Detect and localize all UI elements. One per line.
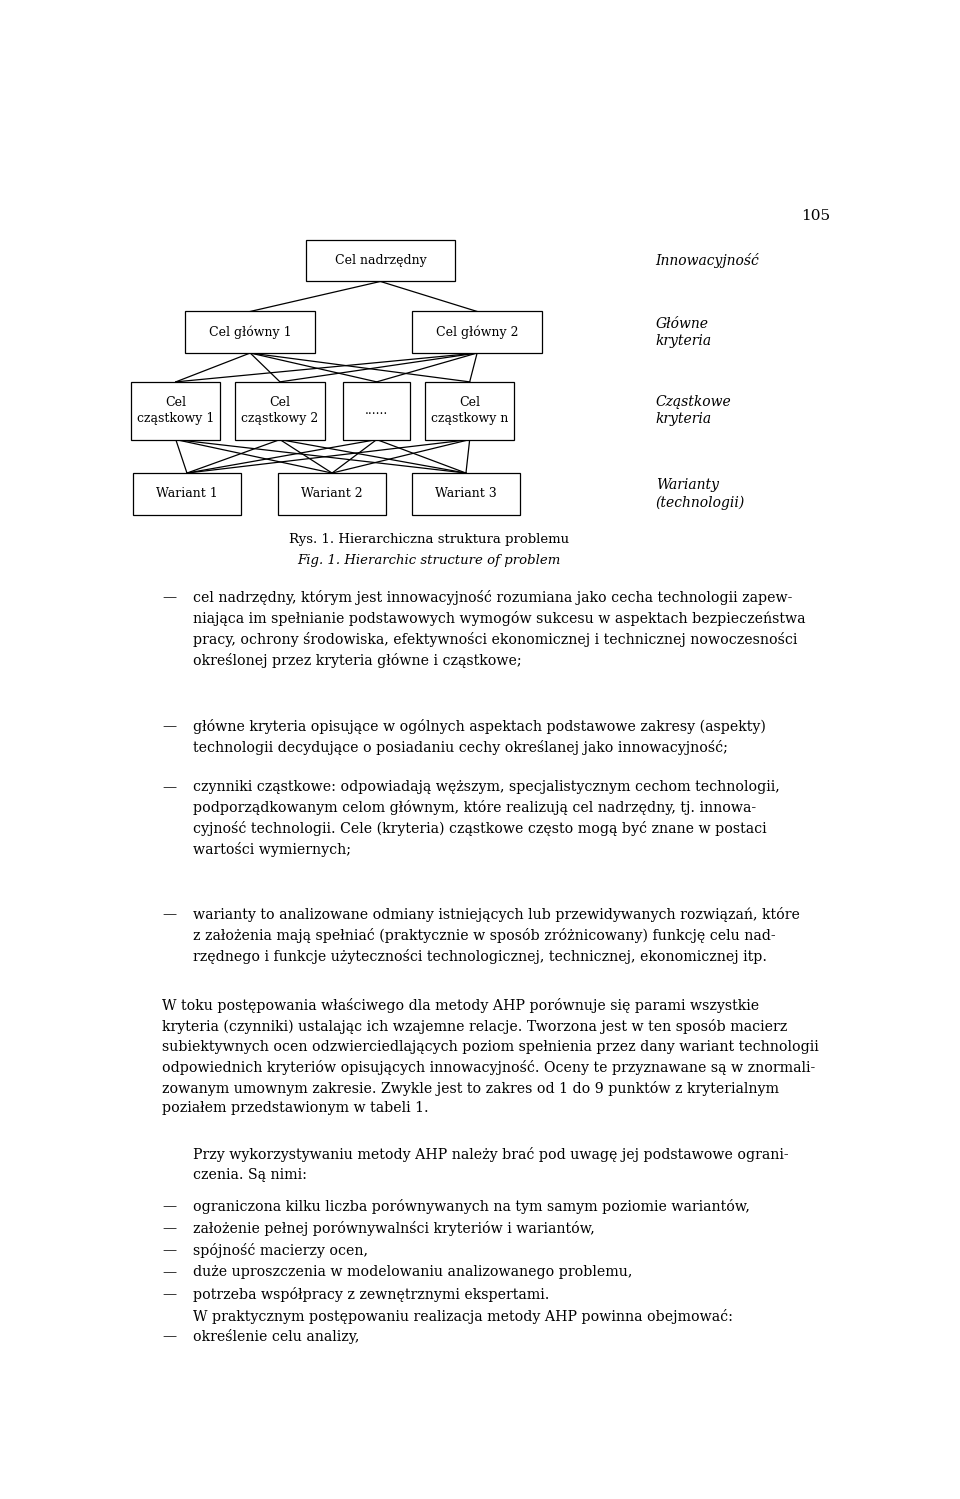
FancyBboxPatch shape — [185, 312, 315, 354]
Text: główne kryteria opisujące w ogólnych aspektach podstawowe zakresy (aspekty)
tech: główne kryteria opisujące w ogólnych asp… — [193, 720, 766, 755]
Text: Rys. 1. Hierarchiczna struktura problemu: Rys. 1. Hierarchiczna struktura problemu — [289, 534, 569, 546]
Text: Wariant 1: Wariant 1 — [156, 487, 218, 501]
Text: cel nadrzędny, którym jest innowacyjność rozumiana jako cecha technologii zapew-: cel nadrzędny, którym jest innowacyjność… — [193, 589, 805, 667]
FancyBboxPatch shape — [306, 240, 455, 282]
Text: 105: 105 — [802, 208, 830, 223]
Text: Przy wykorzystywaniu metody AHP należy brać pod uwagę jej podstawowe ograni-
cze: Przy wykorzystywaniu metody AHP należy b… — [193, 1147, 788, 1181]
Text: Wariant 3: Wariant 3 — [435, 487, 497, 501]
Text: —: — — [162, 1243, 177, 1258]
Text: warianty to analizowane odmiany istniejących lub przewidywanych rozwiązań, które: warianty to analizowane odmiany istnieją… — [193, 907, 800, 964]
Text: Wariant 2: Wariant 2 — [301, 487, 363, 501]
Text: Innowacyjność: Innowacyjność — [656, 253, 759, 268]
FancyBboxPatch shape — [412, 474, 520, 514]
FancyBboxPatch shape — [235, 382, 324, 439]
Text: Cel
cząstkowy 1: Cel cząstkowy 1 — [137, 396, 214, 426]
Text: W praktycznym postępowaniu realizacja metody AHP powinna obejmować:: W praktycznym postępowaniu realizacja me… — [193, 1309, 732, 1324]
Text: ograniczona kilku liczba porównywanych na tym samym poziomie wariantów,: ograniczona kilku liczba porównywanych n… — [193, 1199, 750, 1214]
Text: czynniki cząstkowe: odpowiadają węższym, specjalistycznym cechom technologii,
po: czynniki cząstkowe: odpowiadają węższym,… — [193, 779, 780, 857]
Text: Cel główny 2: Cel główny 2 — [436, 325, 518, 339]
Text: —: — — [162, 589, 177, 604]
Text: Główne
kryteria: Główne kryteria — [656, 316, 711, 348]
Text: Warianty
(technologii): Warianty (technologii) — [656, 478, 745, 510]
FancyBboxPatch shape — [344, 382, 410, 439]
FancyBboxPatch shape — [132, 382, 221, 439]
Text: —: — — [162, 1330, 177, 1343]
Text: Cząstkowe
kryteria: Cząstkowe kryteria — [656, 396, 732, 426]
Text: —: — — [162, 779, 177, 794]
Text: określenie celu analizy,: określenie celu analizy, — [193, 1330, 359, 1345]
FancyBboxPatch shape — [412, 312, 542, 354]
Text: duże uproszczenia w modelowaniu analizowanego problemu,: duże uproszczenia w modelowaniu analizow… — [193, 1265, 633, 1279]
Text: —: — — [162, 907, 177, 920]
Text: W toku postępowania właściwego dla metody AHP porównuje się parami wszystkie
kry: W toku postępowania właściwego dla metod… — [162, 998, 819, 1115]
Text: —: — — [162, 720, 177, 733]
Text: Fig. 1. Hierarchic structure of problem: Fig. 1. Hierarchic structure of problem — [297, 553, 561, 567]
Text: —: — — [162, 1265, 177, 1279]
FancyBboxPatch shape — [425, 382, 515, 439]
Text: założenie pełnej porównywalnści kryteriów i wariantów,: założenie pełnej porównywalnści kryterió… — [193, 1222, 594, 1237]
Text: ......: ...... — [365, 405, 388, 417]
Text: Cel
cząstkowy n: Cel cząstkowy n — [431, 396, 509, 426]
Text: spójność macierzy ocen,: spójność macierzy ocen, — [193, 1243, 368, 1258]
Text: —: — — [162, 1222, 177, 1235]
FancyBboxPatch shape — [278, 474, 386, 514]
Text: —: — — [162, 1286, 177, 1301]
Text: Cel główny 1: Cel główny 1 — [209, 325, 292, 339]
Text: potrzeba współpracy z zewnętrznymi ekspertami.: potrzeba współpracy z zewnętrznymi ekspe… — [193, 1286, 549, 1301]
FancyBboxPatch shape — [133, 474, 241, 514]
Text: Cel
cząstkowy 2: Cel cząstkowy 2 — [241, 396, 319, 426]
Text: Cel nadrzędny: Cel nadrzędny — [334, 255, 426, 267]
Text: —: — — [162, 1199, 177, 1213]
